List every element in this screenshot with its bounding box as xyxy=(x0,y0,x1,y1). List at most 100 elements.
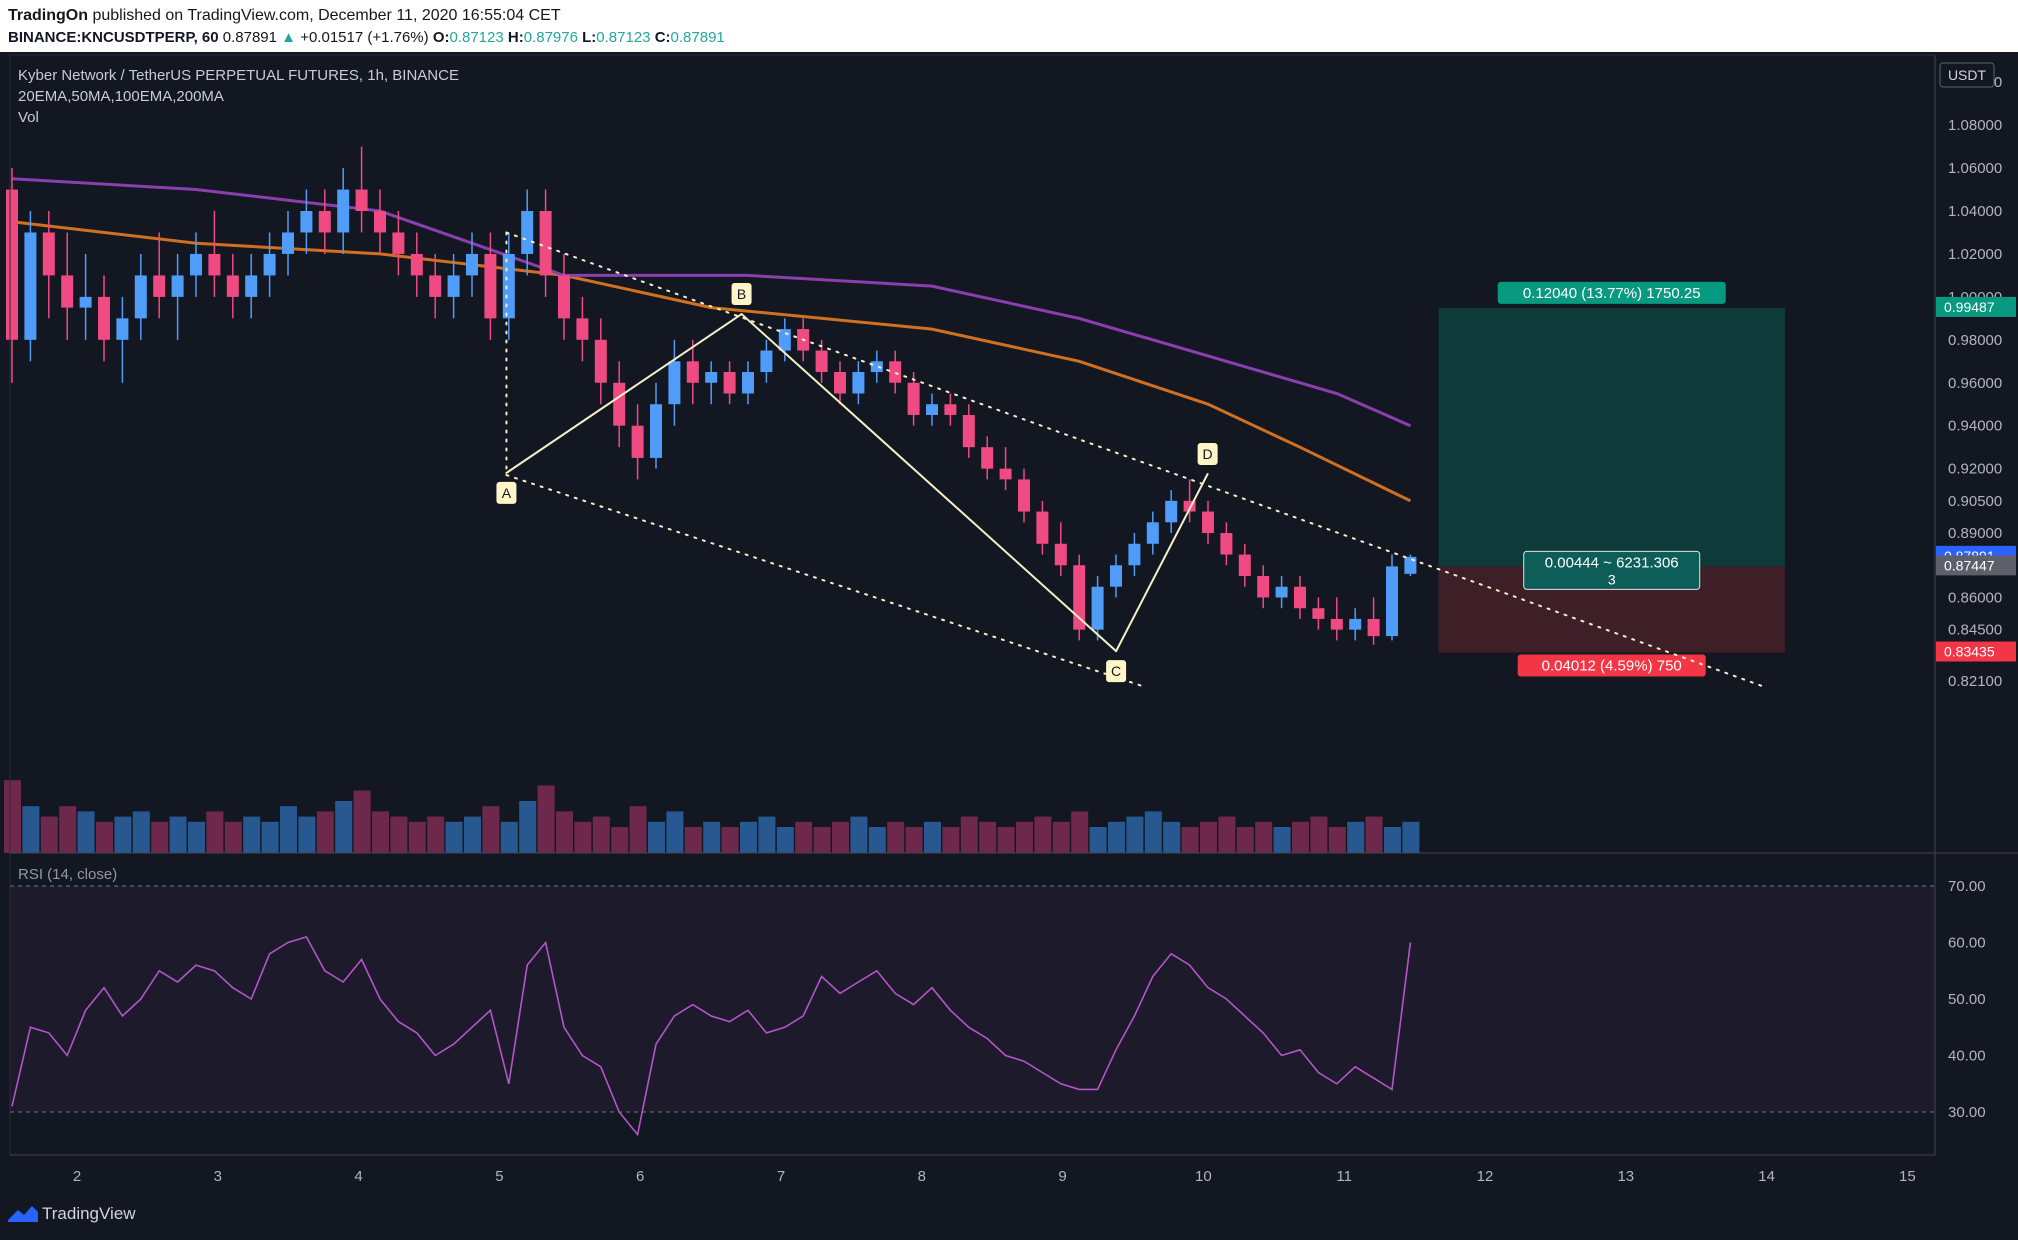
publish-line: TradingOn published on TradingView.com, … xyxy=(8,7,561,25)
volume-bar xyxy=(206,811,224,853)
volume-bar xyxy=(224,821,242,853)
pattern-point-box xyxy=(731,283,752,306)
volume-bar xyxy=(1255,821,1273,853)
candle-body xyxy=(1165,500,1178,523)
volume-bar xyxy=(1089,827,1107,853)
candle-body xyxy=(558,275,570,319)
rsi-tick-label: 40.00 xyxy=(1948,1048,1986,1065)
volume-bar xyxy=(1126,816,1144,853)
candle-body xyxy=(208,253,221,276)
volume-bar xyxy=(280,806,297,853)
volume-bar xyxy=(703,821,721,853)
time-tick-label: 7 xyxy=(777,1168,785,1185)
time-tick-label: 10 xyxy=(1195,1168,1212,1185)
candle-body xyxy=(686,361,699,383)
candle-body xyxy=(61,275,74,308)
candle-body xyxy=(1294,586,1306,609)
channel-upper-line xyxy=(505,231,1768,689)
price-marker-label: 0.87447 xyxy=(1944,557,1995,573)
tradingview-logo-icon[interactable] xyxy=(6,1202,40,1224)
price-tick-label: 0.92000 xyxy=(1948,461,2002,478)
volume-bar xyxy=(1384,827,1401,853)
position-target-zone xyxy=(1438,307,1785,567)
price-change: +0.01517 (+1.76%) xyxy=(300,29,429,46)
candle-body xyxy=(668,361,681,405)
time-tick-label: 5 xyxy=(495,1168,503,1185)
candle-body xyxy=(484,253,497,319)
volume-bar xyxy=(298,816,316,853)
chart-canvas[interactable]: 0.12040 (13.77%) 1750.25 0.00444 ~ 6231.3… xyxy=(0,0,2018,1188)
candle-body xyxy=(1312,608,1325,619)
abcd-leg-AB xyxy=(505,313,743,474)
candle-body xyxy=(1128,543,1141,566)
candle-body xyxy=(760,350,773,373)
volume-bar xyxy=(390,816,408,853)
candle-body xyxy=(631,425,644,458)
volume-bar xyxy=(666,811,684,853)
candle-body xyxy=(98,296,110,340)
low-label: L: xyxy=(582,29,597,46)
time-tick-label: 8 xyxy=(918,1168,926,1185)
candle-body xyxy=(447,275,460,297)
candle-body xyxy=(907,382,920,415)
candle-body xyxy=(594,339,607,383)
candle-body xyxy=(79,296,92,308)
volume-bar xyxy=(1402,821,1420,853)
high-value: 0.87976 xyxy=(523,29,578,46)
volume-legend[interactable]: Vol xyxy=(18,109,39,126)
candle-body xyxy=(466,253,478,276)
pattern-point-label: D xyxy=(1203,446,1213,462)
pattern-point-box xyxy=(496,481,517,504)
volume-bar xyxy=(850,816,868,853)
volume-bar xyxy=(1347,821,1365,853)
candle-body xyxy=(245,275,258,297)
candle-body xyxy=(337,189,350,233)
chart-title[interactable]: Kyber Network / TetherUS PERPETUAL FUTUR… xyxy=(18,67,459,84)
rsi-legend[interactable]: RSI (14, close) xyxy=(18,866,118,883)
volume-bar xyxy=(629,806,647,853)
candle-body xyxy=(392,232,405,254)
volume-bar xyxy=(887,821,905,853)
volume-bar xyxy=(813,827,831,853)
candle-body xyxy=(1238,554,1251,576)
candle-body xyxy=(1202,511,1214,534)
time-tick-label: 15 xyxy=(1899,1168,1916,1185)
abcd-leg-CD xyxy=(1115,473,1209,653)
candle-body xyxy=(355,189,368,211)
candle-body xyxy=(318,211,331,233)
volume-bar xyxy=(1273,827,1291,853)
time-tick-label: 12 xyxy=(1477,1168,1494,1185)
footer-brand[interactable]: TradingView xyxy=(42,1204,136,1223)
high-label: H: xyxy=(507,29,524,46)
volume-bar xyxy=(574,821,592,853)
time-tick-label: 6 xyxy=(636,1168,644,1185)
ma-line-purple xyxy=(11,177,1412,428)
candle-body xyxy=(999,468,1012,480)
candle-body xyxy=(539,211,552,276)
volume-bar xyxy=(997,827,1015,853)
rsi-band xyxy=(10,886,1935,1112)
volume-bar xyxy=(151,821,169,853)
candle-body xyxy=(1054,543,1067,566)
candle-body xyxy=(24,232,37,340)
entry-label: 0.00444 ~ 6231.306 xyxy=(1545,554,1679,571)
candle-body xyxy=(134,275,147,319)
open-value: 0.87123 xyxy=(449,29,504,46)
currency-badge-box xyxy=(1939,62,1995,88)
time-tick-label: 2 xyxy=(73,1168,81,1185)
indicator-legend[interactable]: 20EMA,50MA,100EMA,200MA xyxy=(18,88,224,105)
candle-body xyxy=(981,447,994,469)
last-price: 0.87891 xyxy=(222,29,277,46)
volume-bar xyxy=(169,816,187,853)
price-tick-label: 0.94000 xyxy=(1948,418,2002,435)
candle-body xyxy=(1220,533,1233,555)
open-label: O: xyxy=(432,29,450,46)
time-tick-label: 3 xyxy=(214,1168,222,1185)
pattern-point-box xyxy=(1106,660,1127,683)
price-tick-label: 0.84500 xyxy=(1948,622,2002,639)
candle-body xyxy=(1146,522,1159,544)
price-marker-box xyxy=(1936,641,2016,662)
publisher-name[interactable]: TradingOn xyxy=(8,7,88,24)
candle-body xyxy=(944,404,957,415)
candle-body xyxy=(1349,618,1362,630)
